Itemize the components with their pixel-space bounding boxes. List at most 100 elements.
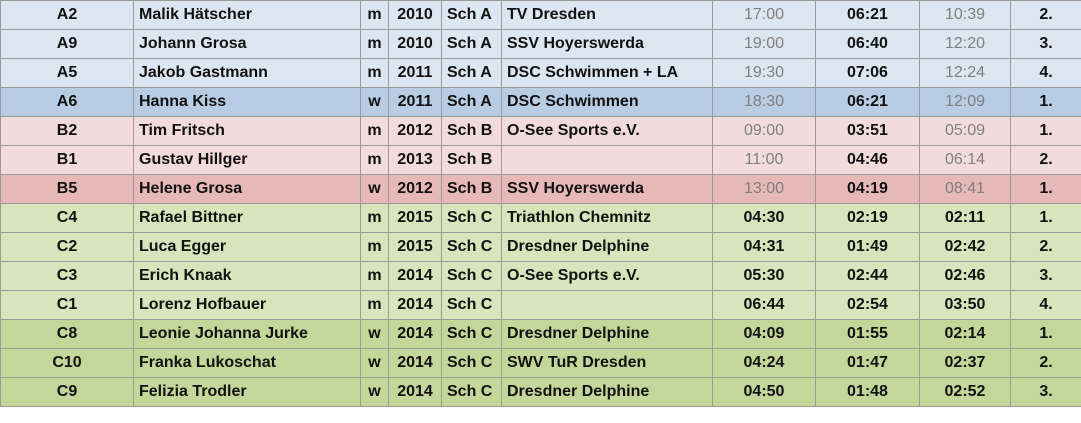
time-1: 05:30 (712, 261, 816, 291)
club: Dresdner Delphine (501, 232, 713, 262)
rank: 3. (1010, 29, 1081, 59)
table-row: C9 Felizia Trodler w 2014 Sch C Dresdner Delp… (0, 377, 1081, 407)
name: Johann Grosa (133, 29, 361, 59)
table-row: A5 Jakob Gastmann m 2011 Sch A DSC Schwimmen … (0, 58, 1081, 88)
start-id: C9 (0, 377, 134, 407)
start-id: A5 (0, 58, 134, 88)
table-row: A2 Malik Hätscher m 2010 Sch A TV Dresden 17:0… (0, 0, 1081, 30)
gender: w (360, 348, 389, 378)
club: Dresdner Delphine (501, 319, 713, 349)
time-2: 01:47 (815, 348, 920, 378)
rank: 4. (1010, 290, 1081, 320)
time-3: 12:20 (919, 29, 1011, 59)
time-1: 04:50 (712, 377, 816, 407)
rank: 3. (1010, 377, 1081, 407)
year: 2014 (388, 348, 442, 378)
gender: w (360, 174, 389, 204)
club (501, 290, 713, 320)
start-id: C8 (0, 319, 134, 349)
time-1: 04:30 (712, 203, 816, 233)
gender: w (360, 319, 389, 349)
time-1: 17:00 (712, 0, 816, 30)
table-row: C8 Leonie Johanna Jurke w 2014 Sch C Dresdner… (0, 319, 1081, 349)
time-1: 13:00 (712, 174, 816, 204)
time-3: 02:52 (919, 377, 1011, 407)
year: 2014 (388, 319, 442, 349)
class: Sch A (441, 29, 502, 59)
year: 2014 (388, 290, 442, 320)
class: Sch C (441, 203, 502, 233)
start-id: C4 (0, 203, 134, 233)
name: Franka Lukoschat (133, 348, 361, 378)
table-row: C4 Rafael Bittner m 2015 Sch C Triathlon Chem… (0, 203, 1081, 233)
club: Dresdner Delphine (501, 377, 713, 407)
start-id: C3 (0, 261, 134, 291)
rank: 1. (1010, 174, 1081, 204)
club: SSV Hoyerswerda (501, 174, 713, 204)
name: Hanna Kiss (133, 87, 361, 117)
class: Sch B (441, 174, 502, 204)
time-3: 02:14 (919, 319, 1011, 349)
rank: 4. (1010, 58, 1081, 88)
time-3: 02:46 (919, 261, 1011, 291)
gender: m (360, 203, 389, 233)
time-2: 02:54 (815, 290, 920, 320)
rank: 1. (1010, 87, 1081, 117)
time-3: 02:42 (919, 232, 1011, 262)
name: Felizia Trodler (133, 377, 361, 407)
table-row: C2 Luca Egger m 2015 Sch C Dresdner Delphine 0… (0, 232, 1081, 262)
rank: 1. (1010, 319, 1081, 349)
year: 2010 (388, 0, 442, 30)
club: Triathlon Chemnitz (501, 203, 713, 233)
table-row: A9 Johann Grosa m 2010 Sch A SSV Hoyerswerda 1… (0, 29, 1081, 59)
gender: w (360, 87, 389, 117)
table-body: A2 Malik Hätscher m 2010 Sch A TV Dresden 17:0… (0, 0, 1081, 407)
name: Lorenz Hofbauer (133, 290, 361, 320)
time-1: 04:31 (712, 232, 816, 262)
time-2: 01:49 (815, 232, 920, 262)
start-id: A9 (0, 29, 134, 59)
table-row: B5 Helene Grosa w 2012 Sch B SSV Hoyerswerda 1… (0, 174, 1081, 204)
start-id: A6 (0, 87, 134, 117)
class: Sch B (441, 145, 502, 175)
time-2: 04:46 (815, 145, 920, 175)
time-3: 03:50 (919, 290, 1011, 320)
time-1: 11:00 (712, 145, 816, 175)
gender: m (360, 29, 389, 59)
gender: m (360, 261, 389, 291)
year: 2014 (388, 377, 442, 407)
gender: m (360, 116, 389, 146)
time-2: 02:44 (815, 261, 920, 291)
class: Sch B (441, 116, 502, 146)
time-3: 02:11 (919, 203, 1011, 233)
class: Sch A (441, 87, 502, 117)
table-row: B1 Gustav Hillger m 2013 Sch B 11:00 04:46 06:1… (0, 145, 1081, 175)
rank: 2. (1010, 0, 1081, 30)
rank: 3. (1010, 261, 1081, 291)
year: 2015 (388, 203, 442, 233)
club: DSC Schwimmen + LA (501, 58, 713, 88)
time-1: 18:30 (712, 87, 816, 117)
time-3: 12:24 (919, 58, 1011, 88)
time-2: 01:55 (815, 319, 920, 349)
club: DSC Schwimmen (501, 87, 713, 117)
name: Malik Hätscher (133, 0, 361, 30)
class: Sch C (441, 290, 502, 320)
table-row: C10 Franka Lukoschat w 2014 Sch C SWV TuR Dre… (0, 348, 1081, 378)
time-1: 06:44 (712, 290, 816, 320)
name: Tim Fritsch (133, 116, 361, 146)
start-id: B1 (0, 145, 134, 175)
class: Sch C (441, 377, 502, 407)
time-3: 06:14 (919, 145, 1011, 175)
time-1: 04:09 (712, 319, 816, 349)
name: Erich Knaak (133, 261, 361, 291)
name: Gustav Hillger (133, 145, 361, 175)
time-2: 04:19 (815, 174, 920, 204)
class: Sch C (441, 319, 502, 349)
club: O-See Sports e.V. (501, 261, 713, 291)
start-id: C1 (0, 290, 134, 320)
name: Leonie Johanna Jurke (133, 319, 361, 349)
year: 2012 (388, 116, 442, 146)
gender: m (360, 58, 389, 88)
club: O-See Sports e.V. (501, 116, 713, 146)
